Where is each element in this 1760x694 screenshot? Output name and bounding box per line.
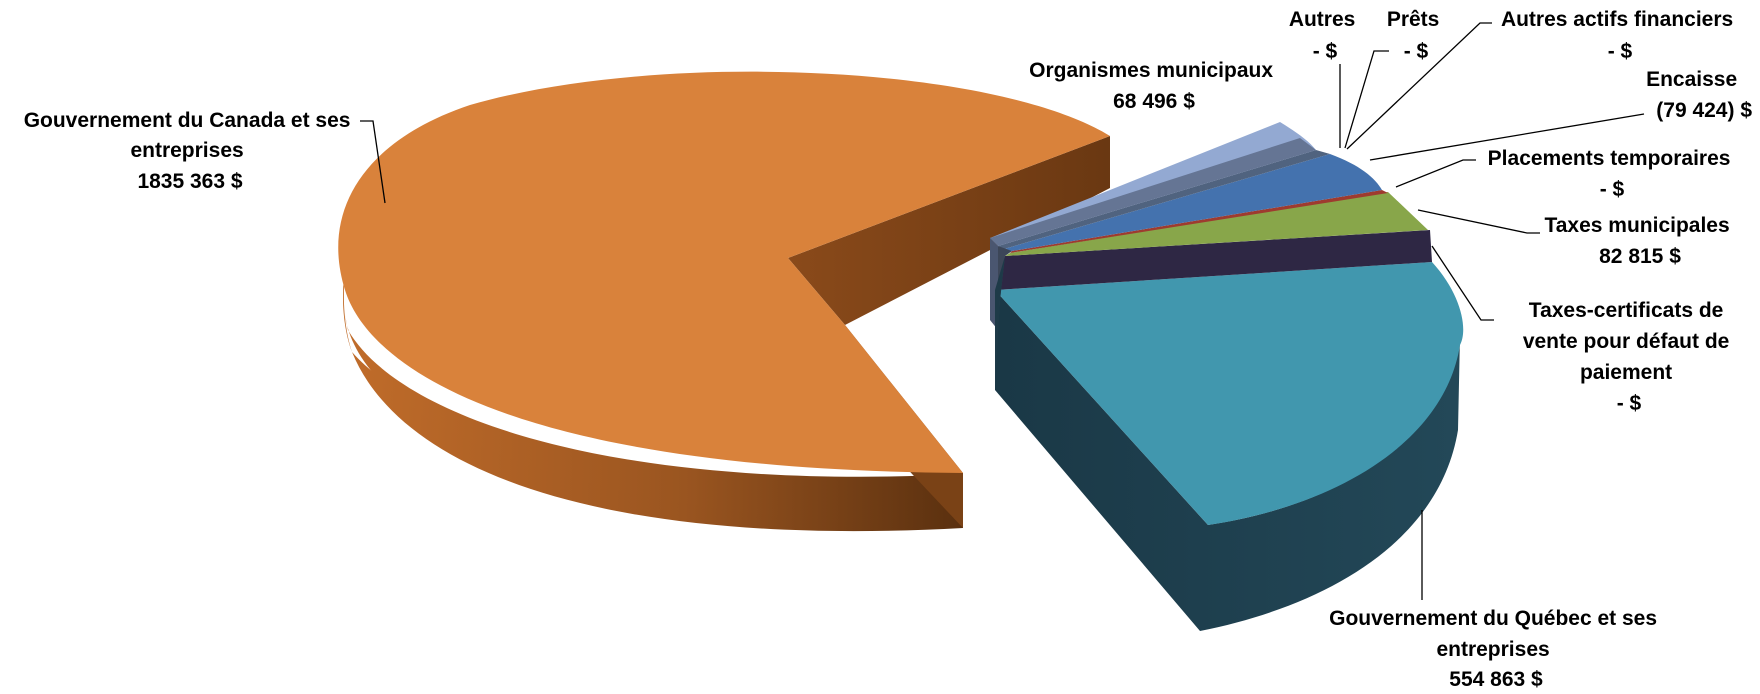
label-certif: Taxes-certificats de vente pour défaut d… [1523, 299, 1735, 415]
label-autres: Autres - $ [1289, 8, 1361, 63]
slice-quebec-side [995, 290, 1460, 631]
slice-canada [338, 71, 1110, 532]
slice-taxes [1005, 192, 1428, 256]
slice-encaisse-top [1004, 154, 1382, 251]
slice-organismes-edge [990, 138, 1316, 246]
slice-aaf-top [998, 150, 1330, 249]
slice-quebec-top [995, 262, 1464, 525]
label-canada: Gouvernement du Canada et ses entreprise… [24, 109, 357, 193]
leader-certif [1431, 245, 1494, 321]
leader-lines [360, 22, 1645, 600]
label-quebec: Gouvernement du Québec et ses entreprise… [1329, 607, 1663, 691]
label-organismes: Organismes municipaux 68 496 $ [1029, 59, 1279, 113]
leader-prets [1344, 50, 1389, 149]
label-encaisse: Encaisse (79 424) $ [1646, 68, 1752, 122]
slice-canada-top [338, 71, 1110, 473]
slice-certif [995, 230, 1432, 290]
leader-canada [360, 120, 386, 204]
slice-quebec [995, 262, 1464, 631]
labels: Gouvernement du Canada et ses entreprise… [24, 8, 1753, 691]
slice-canada-cut-right [788, 136, 1110, 325]
slice-encaisse [1004, 154, 1382, 251]
leader-encaisse [1369, 113, 1645, 161]
leader-placements [1395, 159, 1476, 188]
leader-aaf [1346, 22, 1492, 150]
label-aaf: Autres actifs financiers - $ [1501, 8, 1739, 63]
cluster-left-wall-2 [998, 246, 1012, 330]
leader-taxes [1417, 209, 1540, 234]
cluster-left-wall-3 [995, 256, 1005, 390]
label-placements: Placements temporaires - $ [1488, 147, 1737, 201]
slice-taxes-top [1005, 192, 1428, 256]
slice-organismes [990, 122, 1316, 246]
slice-certif-top [995, 230, 1432, 290]
label-prets: Prêts - $ [1387, 8, 1445, 63]
label-taxes: Taxes municipales 82 815 $ [1544, 214, 1735, 268]
slice-canada-side-lower [345, 315, 963, 528]
slice-placements-top [1010, 190, 1388, 253]
